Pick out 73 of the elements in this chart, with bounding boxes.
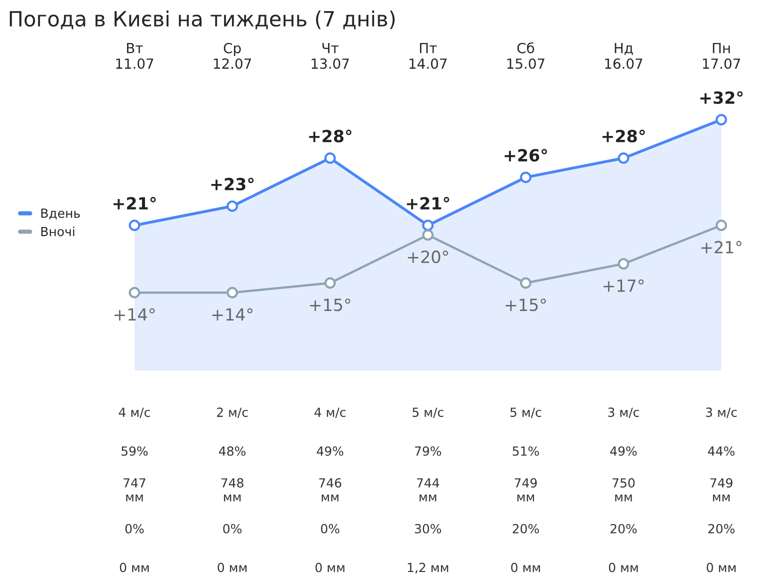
text: 0%	[125, 524, 144, 534]
text: 749 мм	[514, 478, 537, 502]
x-tick-label: Сб 15.07	[507, 42, 544, 69]
data-label: +14°	[212, 308, 252, 321]
data-label: +28°	[602, 130, 645, 142]
x-tick-label: Вт 11.07	[116, 43, 154, 69]
data-label: +21°	[406, 196, 450, 210]
text: 0%	[321, 524, 340, 534]
data-label: +32°	[700, 91, 743, 104]
data-label: +21°	[114, 196, 156, 210]
data-label: +14°	[114, 308, 155, 321]
annotation: 4 м/с	[314, 408, 346, 418]
point	[520, 277, 532, 289]
annotation: 3 м/с	[706, 408, 737, 418]
text: 51%	[512, 446, 539, 456]
point	[128, 286, 140, 298]
text: 20%	[708, 524, 735, 534]
text: 0 мм	[706, 562, 736, 572]
legend-label: Вдень	[41, 208, 80, 220]
chart-title: Погода в Києві на тиждень (7 днів)	[10, 10, 395, 30]
annotation: 2 м/с	[216, 408, 248, 418]
text: 48%	[219, 446, 246, 456]
x-tick-label: Пт 14.07	[410, 43, 447, 69]
text: 0 мм	[316, 562, 344, 572]
text: 44%	[708, 446, 735, 456]
text: 744 мм	[416, 478, 440, 502]
data-label: +23°	[211, 178, 254, 190]
legend-label: Вночі	[41, 226, 74, 236]
point	[324, 152, 336, 164]
text: 49%	[610, 446, 637, 456]
data-label: +15°	[310, 298, 350, 312]
text: 0%	[223, 524, 242, 534]
point	[422, 229, 434, 241]
text: 30%	[414, 524, 442, 534]
point	[226, 200, 238, 212]
data-label: +15°	[506, 298, 546, 312]
text: 1,2 мм	[408, 562, 448, 574]
text: 0 мм	[608, 562, 638, 572]
text: 747 мм	[124, 478, 146, 502]
data-label: +21°	[701, 240, 742, 254]
text: 746 мм	[319, 478, 342, 502]
text: 79%	[415, 446, 442, 456]
annotation: 3 м/с	[608, 408, 639, 418]
x-tick-label: Нд 16.07	[605, 43, 642, 69]
text: 750 мм	[612, 478, 635, 502]
text: 20%	[610, 524, 637, 534]
annotation: 4 м/с	[118, 408, 150, 418]
text: 0 мм	[120, 562, 149, 572]
text: 749 мм	[710, 478, 732, 502]
point	[618, 152, 630, 164]
point	[128, 220, 140, 232]
point	[618, 258, 630, 270]
x-tick-label: Ср 12.07	[214, 42, 251, 69]
point	[716, 114, 728, 126]
text: 748 мм	[221, 478, 244, 502]
point	[226, 286, 238, 298]
text: 0 мм	[218, 562, 247, 572]
data-label: +26°	[504, 148, 547, 162]
text: 59%	[122, 446, 148, 456]
point	[520, 172, 532, 184]
data-label: +20°	[408, 250, 448, 264]
x-tick-label: Чт 13.07	[312, 43, 349, 69]
annotation: 5 м/с	[412, 408, 444, 418]
data-label: +28°	[309, 130, 352, 142]
x-tick-label: Пн 17.07	[702, 43, 740, 69]
text: 0 мм	[511, 562, 540, 572]
text: 49%	[316, 446, 344, 456]
point	[716, 220, 728, 232]
text: 20%	[512, 524, 539, 534]
point	[324, 277, 336, 289]
annotation: 5 м/с	[510, 408, 542, 418]
data-label: +17°	[604, 279, 644, 292]
point	[422, 220, 434, 232]
